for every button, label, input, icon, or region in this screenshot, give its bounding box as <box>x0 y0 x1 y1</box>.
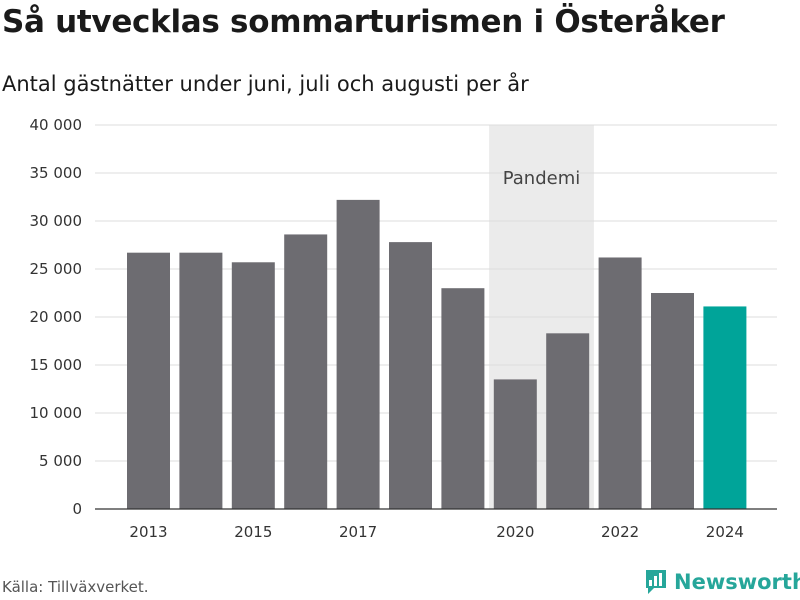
bar-2019 <box>441 288 485 509</box>
x-tick-label: 2020 <box>496 523 534 541</box>
x-tick-label: 2015 <box>234 523 272 541</box>
bar-2014 <box>179 252 223 509</box>
y-tick-label: 10 000 <box>30 404 83 422</box>
bar-2016 <box>284 234 328 509</box>
newsworthy-chart-icon <box>646 570 666 594</box>
chart-subtitle: Antal gästnätter under juni, juli och au… <box>2 72 529 96</box>
y-tick-label: 40 000 <box>30 116 83 134</box>
brand-logo: Newsworthy <box>644 568 800 596</box>
chart-title: Så utvecklas sommarturismen i Österåker <box>2 4 725 40</box>
y-tick-label: 25 000 <box>30 260 83 278</box>
y-tick-label: 35 000 <box>30 164 83 182</box>
bar-2024 <box>703 306 747 509</box>
bar-2022 <box>598 257 642 509</box>
source-note: Källa: Tillväxverket. <box>2 578 149 596</box>
x-tick-label: 2013 <box>129 523 167 541</box>
x-tick-label: 2022 <box>601 523 639 541</box>
bar-2021 <box>546 333 590 509</box>
y-tick-label: 15 000 <box>30 356 83 374</box>
x-tick-label: 2024 <box>706 523 744 541</box>
pandemic-label: Pandemi <box>503 168 581 189</box>
bar-2023 <box>651 293 694 509</box>
y-tick-label: 5 000 <box>39 452 82 470</box>
bar-2017 <box>336 199 380 509</box>
y-tick-label: 30 000 <box>30 212 83 230</box>
brand-name: Newsworthy <box>674 570 800 594</box>
x-tick-label: 2017 <box>339 523 377 541</box>
bar-2013 <box>127 252 170 509</box>
y-tick-label: 0 <box>72 500 82 518</box>
bar-2020 <box>493 379 537 509</box>
y-tick-label: 20 000 <box>30 308 83 326</box>
bar-2015 <box>231 262 275 509</box>
bar-2018 <box>389 242 432 509</box>
